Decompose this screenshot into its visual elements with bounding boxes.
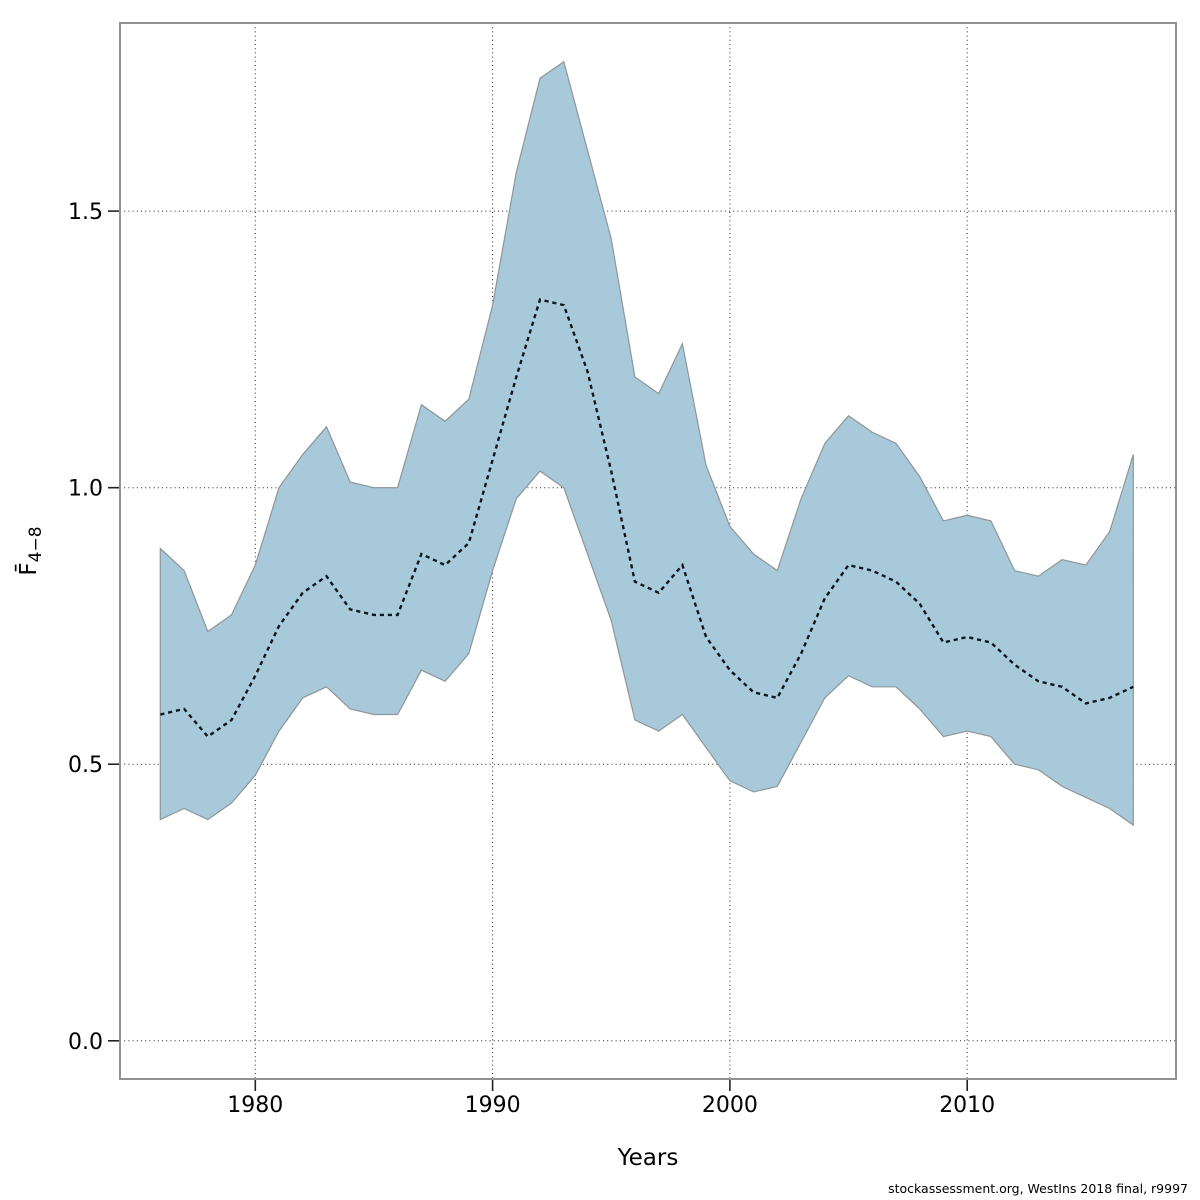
fbar-line	[160, 298, 1134, 739]
confidence-band-group	[159, 60, 1134, 827]
confidence-band	[159, 60, 1134, 827]
y-axis-title-subscript: 4−8	[26, 526, 46, 562]
x-tick-label-1990: 1990	[465, 1093, 521, 1118]
x-tick-label-2000: 2000	[702, 1093, 758, 1118]
y-axis-title: F̄4−8	[14, 526, 46, 575]
y-tick-label-1.0: 1.0	[68, 477, 103, 502]
fbar-line-group	[160, 298, 1134, 739]
x-tick-label-1980: 1980	[227, 1093, 283, 1118]
y-axis-title-base: F̄	[14, 562, 42, 575]
y-tick-label-1.5: 1.5	[68, 200, 103, 225]
tick-labels-group: 1980 1990 2000 2010 0.0 0.5 1.0 1.5	[68, 200, 995, 1118]
footer-credit: stockassessment.org, WestIns 2018 final,…	[888, 1181, 1188, 1196]
axis-group	[108, 22, 1177, 1091]
y-tick-label-0.0: 0.0	[68, 1030, 103, 1055]
y-tick-label-0.5: 0.5	[68, 753, 103, 778]
x-axis-title: Years	[617, 1145, 679, 1171]
x-tick-label-2010: 2010	[939, 1093, 995, 1118]
plot-border	[119, 22, 1177, 1080]
